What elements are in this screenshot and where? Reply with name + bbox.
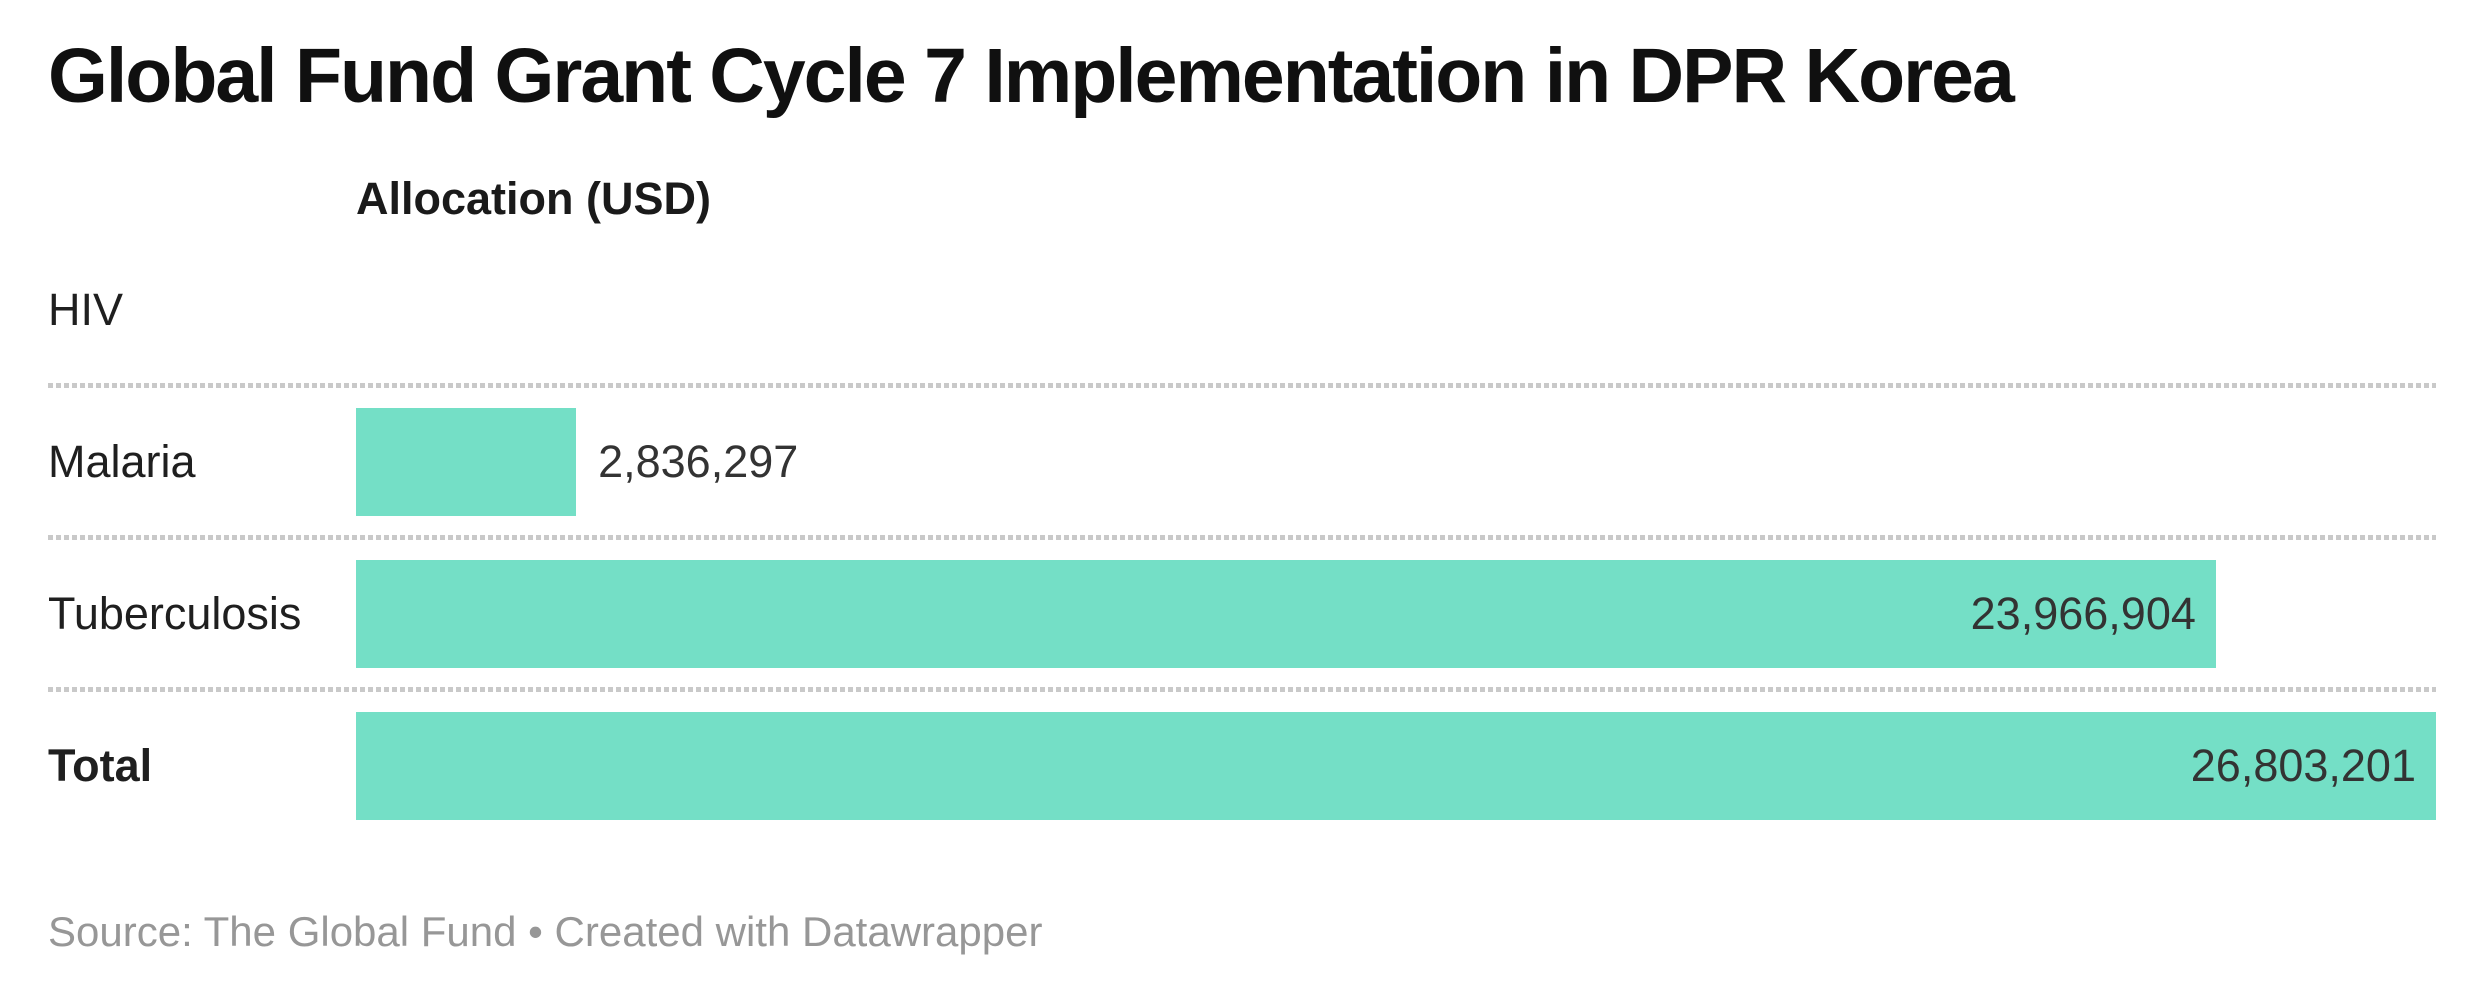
column-header-row: Allocation (USD) bbox=[48, 172, 2436, 226]
bar-value-outside: 2,836,297 bbox=[598, 436, 799, 487]
bar: 23,966,904 bbox=[356, 560, 2216, 668]
chart-container: Global Fund Grant Cycle 7 Implementation… bbox=[48, 33, 2436, 955]
table-row: Total 26,803,201 26,803,201 bbox=[48, 690, 2436, 842]
table-row: Tuberculosis 23,966,904 23,966,904 bbox=[48, 538, 2436, 692]
value-column-header: Allocation (USD) bbox=[356, 173, 711, 224]
row-label: HIV bbox=[48, 284, 124, 335]
bar-area: 23,966,904 23,966,904 bbox=[356, 538, 2436, 690]
bar-area: 26,803,201 26,803,201 bbox=[356, 690, 2436, 842]
row-label: Tuberculosis bbox=[48, 588, 302, 639]
bar-area: 2,836,297 2,836,297 bbox=[356, 386, 2436, 538]
chart-title: Global Fund Grant Cycle 7 Implementation… bbox=[48, 33, 2015, 119]
source-note: Source: The Global Fund • Created with D… bbox=[48, 908, 1043, 955]
bar-value-inside: 26,803,201 bbox=[2190, 740, 2416, 791]
bar-area bbox=[356, 234, 2436, 386]
bar: 26,803,201 bbox=[356, 712, 2436, 820]
bar-table: HIV Malaria 2,836,297 2,836,297 bbox=[48, 234, 2436, 842]
bar-value-inside: 23,966,904 bbox=[1970, 588, 2196, 639]
row-label: Malaria bbox=[48, 436, 196, 487]
table-row: Malaria 2,836,297 2,836,297 bbox=[48, 386, 2436, 540]
bar: 2,836,297 bbox=[356, 408, 577, 516]
table-row: HIV bbox=[48, 234, 2436, 388]
row-label: Total bbox=[48, 740, 153, 791]
